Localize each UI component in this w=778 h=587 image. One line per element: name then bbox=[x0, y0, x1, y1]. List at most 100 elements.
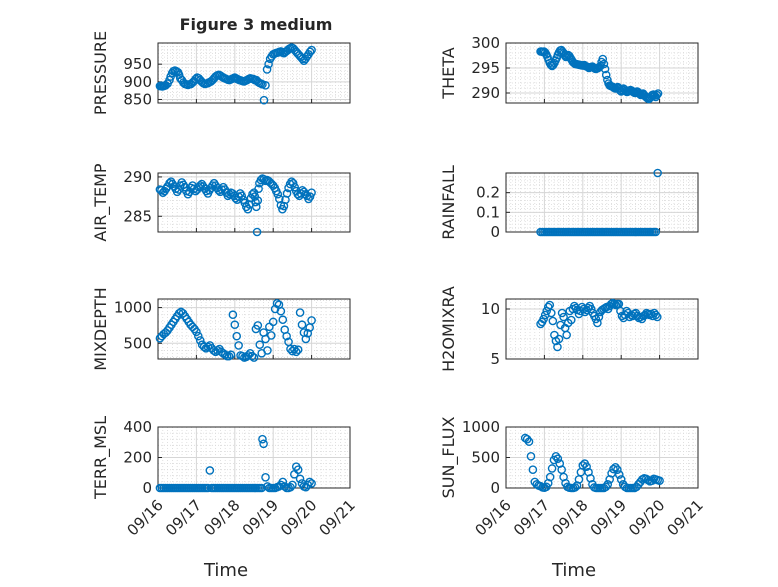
x-tick-label: 09/19 bbox=[239, 496, 282, 539]
data-point bbox=[230, 320, 240, 330]
data-point bbox=[298, 54, 307, 64]
data-point bbox=[307, 316, 316, 325]
data-point bbox=[305, 192, 315, 201]
data-point bbox=[611, 462, 620, 472]
y-axis-label: THETA bbox=[439, 47, 458, 99]
y-tick-label: 285 bbox=[123, 207, 152, 225]
data-point bbox=[526, 451, 536, 461]
data-point bbox=[547, 464, 557, 473]
data-point bbox=[609, 464, 618, 474]
data-point bbox=[557, 308, 567, 318]
data-point bbox=[238, 351, 247, 361]
data-point bbox=[273, 189, 283, 199]
subplot-rainfall: 0 0.10.2 RAINFALL bbox=[439, 165, 699, 241]
subplot-theta: 290 295 300 THETA bbox=[439, 34, 699, 104]
data-point bbox=[307, 479, 316, 488]
data-point bbox=[237, 191, 247, 201]
data-point bbox=[522, 434, 532, 444]
y-tick-label: 1000 bbox=[462, 418, 500, 436]
y-axis-label: RAINFALL bbox=[439, 165, 458, 240]
data-point bbox=[247, 351, 257, 361]
data-point bbox=[243, 204, 253, 214]
data-point bbox=[263, 346, 272, 355]
data-point bbox=[278, 315, 288, 325]
y-tick-label: 10 bbox=[481, 300, 500, 318]
y-axis-label: TERR_MSL bbox=[91, 416, 111, 500]
y-tick-label: 0 bbox=[490, 479, 500, 497]
data-point bbox=[234, 341, 243, 350]
data-point bbox=[646, 92, 656, 101]
data-point bbox=[609, 299, 619, 309]
y-axis-label: SUN_FLUX bbox=[439, 417, 459, 499]
data-point bbox=[578, 461, 588, 470]
data-point bbox=[280, 482, 290, 491]
data-point bbox=[194, 331, 203, 341]
data-point bbox=[282, 189, 292, 198]
x-tick-label: 09/19 bbox=[587, 496, 630, 539]
data-point bbox=[192, 327, 201, 337]
x-tick-label: 09/16 bbox=[472, 496, 515, 539]
data-point bbox=[228, 310, 238, 320]
data-point bbox=[536, 481, 545, 491]
y-tick-label: 290 bbox=[471, 84, 500, 102]
data-point bbox=[554, 334, 564, 344]
y-tick-label: 1000 bbox=[114, 299, 152, 317]
x-tick-label: 09/18 bbox=[200, 496, 243, 539]
data-point bbox=[553, 342, 562, 352]
y-tick-label: 400 bbox=[123, 418, 152, 436]
x-tick-label: 09/17 bbox=[162, 496, 205, 539]
plot-area bbox=[506, 173, 698, 232]
data-point bbox=[199, 342, 209, 352]
data-point bbox=[293, 465, 303, 475]
y-tick-label: 0.1 bbox=[476, 203, 500, 221]
data-point bbox=[290, 182, 300, 192]
data-point bbox=[209, 346, 218, 355]
y-tick-label: 500 bbox=[471, 449, 500, 467]
data-point bbox=[603, 480, 613, 489]
data-point bbox=[566, 315, 576, 325]
y-tick-label: 0 bbox=[490, 223, 500, 241]
y-tick-label: 500 bbox=[123, 334, 152, 352]
y-tick-label: 900 bbox=[123, 73, 152, 91]
data-point bbox=[253, 196, 263, 205]
y-axis-label: MIXDEPTH bbox=[91, 287, 110, 370]
data-point bbox=[649, 90, 658, 99]
data-point bbox=[651, 310, 661, 320]
data-point bbox=[262, 65, 272, 74]
subplot-h2omixra: 5 10 H2OMIXRA bbox=[439, 286, 699, 372]
data-point bbox=[263, 482, 272, 491]
data-point bbox=[582, 462, 591, 471]
data-point bbox=[258, 434, 267, 444]
data-point bbox=[616, 475, 626, 484]
data-point bbox=[307, 45, 316, 55]
y-tick-label: 5 bbox=[490, 350, 500, 368]
data-point bbox=[251, 197, 260, 207]
data-point bbox=[180, 182, 190, 192]
data-point bbox=[528, 465, 538, 475]
y-tick-label: 950 bbox=[123, 55, 152, 73]
axes-box bbox=[505, 298, 699, 360]
data-point bbox=[288, 346, 297, 356]
data-point bbox=[295, 308, 305, 317]
y-axis-label: AIR_TEMP bbox=[91, 163, 111, 241]
axes-box bbox=[505, 42, 699, 104]
data-point bbox=[278, 477, 288, 487]
x-tick-label: 09/21 bbox=[664, 496, 707, 539]
data-point bbox=[598, 54, 608, 64]
data-point bbox=[226, 350, 236, 360]
y-tick-label: 295 bbox=[471, 59, 500, 77]
data-point bbox=[282, 331, 291, 341]
plot-area bbox=[158, 173, 350, 232]
data-point bbox=[545, 472, 555, 482]
x-tick-label: 09/20 bbox=[625, 496, 668, 539]
figure-title: Figure 3 medium bbox=[180, 15, 333, 34]
data-point bbox=[205, 466, 215, 475]
data-point bbox=[655, 476, 664, 485]
subplot-sun_flux: 05001000SUN_FLUX09/1609/1709/1809/1909/2… bbox=[439, 417, 707, 581]
data-point bbox=[305, 477, 314, 487]
y-tick-label: 850 bbox=[123, 90, 152, 108]
data-point bbox=[551, 451, 561, 461]
data-point bbox=[297, 320, 307, 330]
data-point bbox=[307, 188, 316, 197]
